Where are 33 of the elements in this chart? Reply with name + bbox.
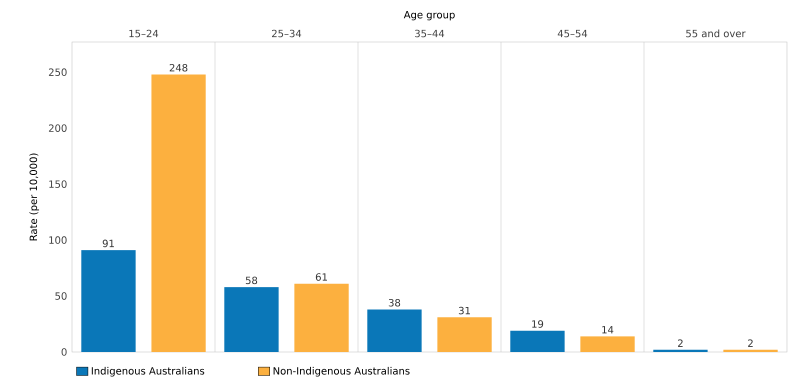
x-tick-label: 55 and over: [686, 30, 746, 38]
x-tick-label: 45–54: [558, 30, 588, 38]
data-label: 248: [170, 64, 188, 72]
x-axis-title: Age group: [404, 11, 455, 20]
data-label: 91: [102, 240, 114, 248]
x-tick-label: 25–34: [272, 30, 302, 38]
bar: [437, 317, 492, 352]
bar: [580, 336, 635, 352]
legend-label: Non-Indigenous Australians: [274, 366, 410, 377]
data-label: 31: [458, 306, 470, 314]
data-label: 61: [316, 273, 327, 281]
data-label: 38: [388, 298, 400, 307]
y-tick-label: 100: [49, 236, 67, 244]
y-tick-label: 200: [48, 124, 67, 132]
bar: [151, 74, 206, 352]
data-label: 19: [532, 320, 544, 328]
legend-label: Indigenous Australians: [92, 366, 204, 377]
data-label: 14: [602, 326, 614, 334]
bar: [224, 287, 279, 352]
y-tick-label: 250: [48, 68, 67, 76]
bar: [294, 284, 349, 352]
y-tick-label: 0: [62, 348, 67, 356]
x-tick-label: 35–44: [415, 30, 444, 38]
bar: [510, 330, 565, 352]
y-tick-label: 50: [55, 292, 67, 300]
data-label: 58: [246, 276, 258, 284]
data-label: 2: [748, 339, 753, 347]
y-axis-title: Rate (per 10,000): [29, 154, 40, 240]
x-tick-label: 15–24: [129, 30, 158, 38]
bar: [367, 309, 422, 352]
bar: [81, 250, 136, 352]
data-label: 2: [678, 339, 683, 347]
y-tick-label: 150: [49, 180, 67, 188]
